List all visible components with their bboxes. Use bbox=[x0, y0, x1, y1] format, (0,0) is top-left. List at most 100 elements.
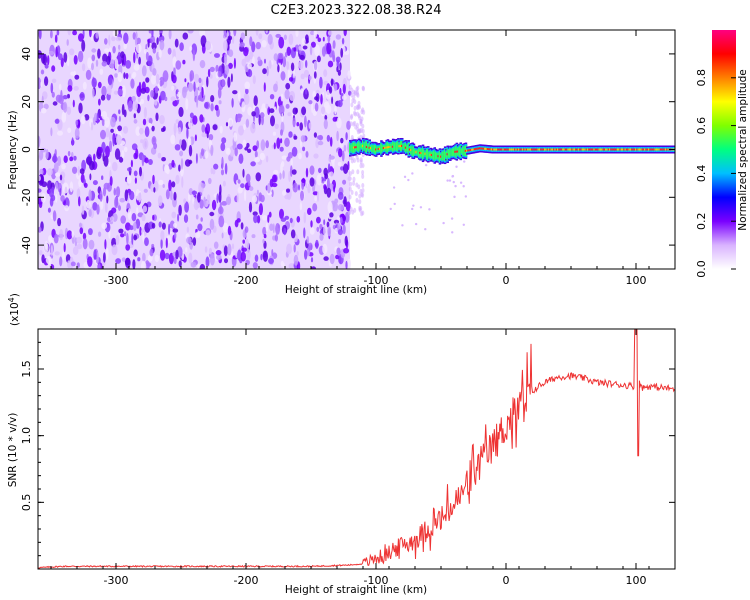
noise-blob bbox=[47, 55, 50, 66]
track-scatter-dot bbox=[419, 206, 423, 209]
noise-blob bbox=[343, 163, 349, 174]
noise-blob bbox=[234, 147, 238, 157]
noise-blob bbox=[117, 71, 123, 83]
noise-blob bbox=[261, 40, 267, 48]
noise-edge-blob bbox=[352, 180, 356, 186]
noise-blob bbox=[329, 86, 333, 94]
track-scatter-dot bbox=[424, 163, 428, 167]
noise-edge-blob bbox=[359, 157, 363, 163]
noise-blob bbox=[292, 68, 296, 79]
track-core bbox=[482, 147, 486, 150]
noise-blob bbox=[319, 233, 324, 241]
noise-blob bbox=[287, 112, 292, 117]
noise-blob bbox=[118, 115, 121, 122]
noise-blob bbox=[323, 119, 328, 130]
noise-blob bbox=[168, 30, 172, 40]
noise-blob bbox=[304, 249, 308, 260]
track-core bbox=[659, 148, 663, 151]
track-core bbox=[581, 148, 585, 151]
noise-blob bbox=[60, 195, 65, 202]
noise-blob bbox=[152, 68, 157, 76]
noise-blob bbox=[115, 36, 122, 42]
noise-blob bbox=[259, 152, 265, 161]
noise-blob bbox=[101, 85, 107, 97]
noise-blob bbox=[345, 201, 351, 212]
noise-blob bbox=[298, 152, 302, 160]
noise-blob bbox=[314, 195, 317, 202]
noise-blob bbox=[40, 69, 45, 75]
track-scatter-dot bbox=[462, 223, 465, 226]
noise-blob bbox=[332, 159, 335, 169]
noise-blob bbox=[217, 87, 222, 99]
track-core bbox=[575, 148, 578, 151]
track-core bbox=[644, 148, 647, 151]
noise-blob bbox=[197, 223, 203, 232]
track-core bbox=[385, 146, 388, 149]
noise-blob bbox=[247, 69, 253, 78]
noise-blob bbox=[242, 168, 245, 178]
noise-blob bbox=[71, 230, 75, 238]
noise-blob bbox=[62, 95, 68, 100]
colorbar: 0.0 0.2 0.4 0.6 0.8 Normalized spectral ampl… bbox=[695, 30, 749, 278]
noise-blob bbox=[305, 151, 309, 158]
noise-blob bbox=[108, 132, 112, 141]
noise-blob bbox=[188, 122, 193, 129]
noise-blob bbox=[236, 193, 239, 203]
noise-blob bbox=[77, 165, 80, 176]
noise-blob bbox=[182, 32, 189, 40]
noise-blob bbox=[252, 195, 257, 203]
snr-x-ticks: -300 -200 -100 0 100 bbox=[50, 329, 676, 587]
noise-blob bbox=[115, 129, 119, 135]
track-core bbox=[603, 148, 607, 151]
noise-edge-blob bbox=[356, 85, 360, 91]
noise-blob bbox=[125, 244, 131, 251]
noise-blob bbox=[221, 156, 224, 169]
track-core bbox=[597, 148, 600, 151]
noise-blob bbox=[156, 37, 159, 45]
noise-blob bbox=[142, 205, 148, 213]
track-core bbox=[408, 148, 412, 151]
track-inner bbox=[447, 150, 451, 158]
noise-blob bbox=[191, 43, 198, 56]
track-core bbox=[520, 148, 524, 151]
track-core bbox=[596, 148, 599, 151]
noise-blob bbox=[144, 126, 150, 138]
noise-blob bbox=[180, 165, 184, 177]
track-core bbox=[502, 148, 505, 151]
noise-blob bbox=[101, 222, 108, 230]
noise-blob bbox=[287, 152, 293, 159]
noise-blob bbox=[168, 252, 174, 265]
noise-blob bbox=[295, 30, 299, 37]
noise-blob bbox=[242, 239, 245, 244]
noise-blob bbox=[111, 244, 118, 256]
noise-blob bbox=[344, 211, 350, 223]
noise-blob bbox=[233, 30, 237, 37]
noise-blob bbox=[192, 49, 196, 62]
noise-blob bbox=[175, 89, 178, 95]
snr-line-path bbox=[38, 329, 675, 569]
noise-blob bbox=[54, 34, 58, 43]
noise-blob bbox=[118, 44, 121, 50]
noise-blob bbox=[244, 238, 250, 251]
noise-blob bbox=[247, 106, 253, 116]
x-tick-label: -200 bbox=[234, 574, 259, 587]
track-core bbox=[464, 149, 468, 152]
track-scatter-dot bbox=[454, 184, 457, 188]
track-core bbox=[532, 148, 535, 151]
noise-blob bbox=[214, 104, 219, 111]
noise-blob bbox=[212, 124, 218, 131]
noise-blob bbox=[209, 211, 215, 217]
noise-blob bbox=[283, 227, 287, 236]
noise-blob bbox=[73, 55, 78, 65]
noise-blob bbox=[254, 106, 260, 119]
noise-blob bbox=[91, 62, 94, 71]
noise-blob bbox=[149, 248, 154, 257]
track-core bbox=[475, 148, 478, 151]
noise-blob bbox=[224, 163, 228, 175]
noise-blob bbox=[213, 163, 219, 170]
noise-blob bbox=[180, 139, 187, 151]
track-core bbox=[599, 148, 603, 151]
noise-blob bbox=[228, 62, 233, 69]
noise-blob bbox=[43, 243, 49, 253]
noise-edge-blob bbox=[355, 197, 359, 203]
